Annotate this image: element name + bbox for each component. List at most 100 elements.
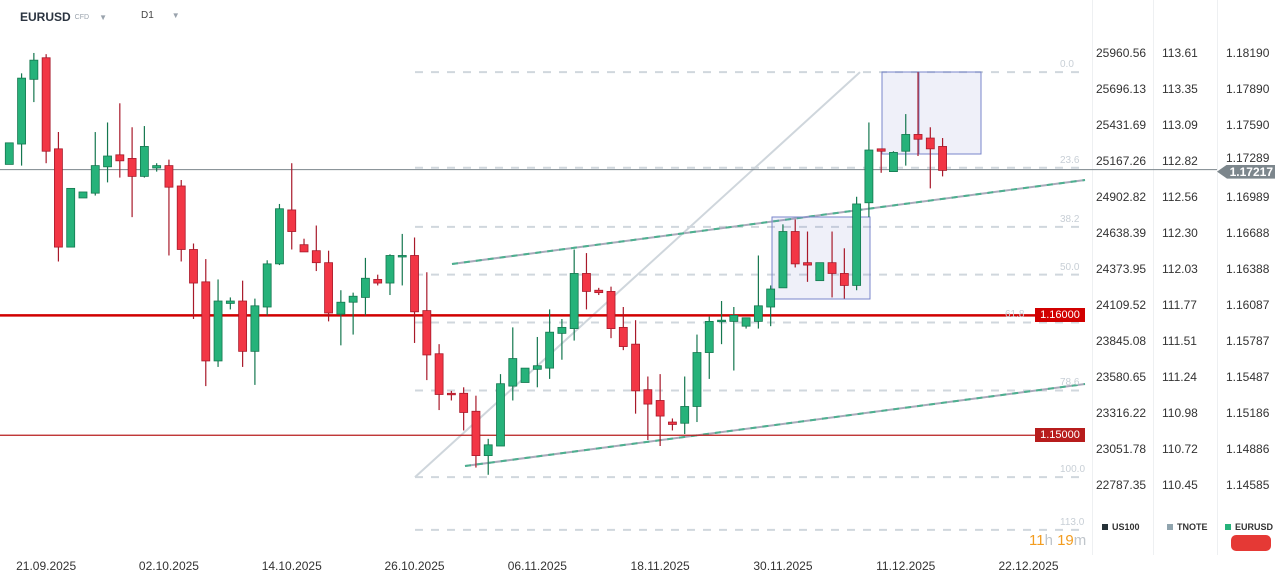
candle-down (876, 148, 886, 152)
candle-down (189, 249, 198, 284)
price-axis-label-us100: 23845.08 (1096, 334, 1147, 348)
candle-down (422, 310, 432, 356)
price-axis-label-eurusd: 1.17590 (1226, 118, 1270, 132)
price-axis-label-tnote: 113.09 (1162, 118, 1198, 132)
candle-down (299, 244, 309, 253)
candle-down (668, 421, 677, 425)
candle-down (311, 250, 321, 264)
candle-up (496, 383, 505, 447)
legend-eurusd[interactable]: EURUSD (1225, 522, 1273, 532)
candle-up (753, 305, 763, 322)
candle-down (238, 300, 248, 352)
timeframe-selector[interactable]: D1 ▼ (141, 10, 180, 21)
current-price-tag: 1.17217 (1217, 164, 1275, 179)
candle-up (225, 300, 235, 304)
price-axis-label-tnote: 112.56 (1162, 190, 1198, 204)
candle-up (532, 365, 542, 370)
candle-up (729, 314, 739, 322)
countdown-hours: 11 (1029, 532, 1045, 549)
candle-down (446, 392, 456, 396)
price-axis-label-eurusd: 1.17890 (1226, 82, 1270, 96)
price-axis-label-tnote: 112.82 (1162, 154, 1198, 168)
date-axis-label: 02.10.2025 (138, 559, 199, 573)
fib-level-label: 61.8 (1005, 309, 1025, 321)
price-axis-label-us100: 24109.52 (1096, 298, 1147, 312)
candle-up (852, 203, 862, 286)
price-axis-label-us100: 23316.22 (1096, 406, 1147, 420)
fib-level-label: 38.2 (1060, 213, 1080, 225)
price-axis-label-tnote: 110.45 (1162, 478, 1198, 492)
candle-down (471, 410, 481, 457)
candle-up (704, 320, 714, 353)
candle-down (127, 158, 137, 177)
date-axis-label: 14.10.2025 (261, 559, 322, 573)
candle-up (692, 352, 702, 407)
price-axis-label-tnote: 113.35 (1162, 82, 1198, 96)
candle-up (275, 208, 284, 265)
candle-up (778, 231, 788, 289)
candle-up (864, 149, 874, 204)
price-axis-label-tnote: 113.61 (1162, 46, 1198, 60)
candle-down (373, 279, 383, 284)
fib-level-label: 78.6 (1060, 377, 1080, 389)
chevron-down-icon[interactable]: ▼ (171, 11, 180, 20)
candle-up (766, 288, 776, 308)
fib-level-label: 0.0 (1060, 59, 1074, 71)
candle-down (41, 57, 51, 152)
date-axis-label: 21.09.2025 (16, 559, 77, 573)
candle-down (790, 231, 800, 265)
candle-down (925, 137, 935, 150)
candle-up (520, 367, 530, 383)
candle-up (717, 319, 726, 323)
price-axis-label-tnote: 112.30 (1162, 226, 1198, 240)
legend-tnote[interactable]: TNOTE (1167, 522, 1208, 532)
timeframe-label: D1 (141, 10, 154, 21)
candle-up (483, 444, 493, 457)
price-axis-label-eurusd: 1.15186 (1226, 406, 1270, 420)
legend-us100[interactable]: US100 (1102, 522, 1140, 532)
price-axis-label-eurusd: 1.18190 (1226, 46, 1270, 60)
candle-down (631, 343, 640, 392)
price-axis-label-us100: 25167.26 (1096, 154, 1147, 168)
candle-up (557, 326, 567, 334)
date-axis-label: 06.11.2025 (507, 559, 567, 573)
support-level-tag: 1.16000 (1035, 308, 1085, 323)
candle-up (741, 317, 751, 327)
price-axis-label-us100: 23580.65 (1096, 370, 1147, 384)
candle-down (410, 255, 419, 313)
price-axis-label-us100: 24902.82 (1096, 190, 1147, 204)
candle-down (606, 291, 616, 329)
sell-button[interactable] (1231, 535, 1271, 551)
symbol-selector[interactable]: EURUSD CFD ▼ (20, 10, 107, 24)
price-axis-label-tnote: 111.77 (1162, 298, 1197, 312)
price-axis-label-eurusd: 1.15787 (1226, 334, 1270, 348)
candle-down (803, 262, 812, 266)
price-axis-label-eurusd: 1.16388 (1226, 262, 1270, 276)
channel-line-dash (464, 383, 1086, 467)
candle-up (336, 301, 346, 315)
price-axis-label-tnote: 111.24 (1162, 370, 1197, 384)
legend-label: US100 (1112, 522, 1140, 532)
support-level-tag: 1.15000 (1035, 428, 1085, 443)
axis-separator (1092, 0, 1093, 555)
countdown-minutes: 19 (1057, 532, 1074, 549)
candle-down (643, 389, 653, 405)
candle-down (434, 353, 444, 395)
candle-up (569, 273, 579, 329)
candle-up (361, 277, 370, 298)
candle-up (4, 142, 14, 165)
price-axis-label-us100: 24638.39 (1096, 226, 1147, 240)
candle-up (103, 155, 112, 168)
candle-up (508, 358, 518, 387)
date-axis-label: 30.11.2025 (753, 559, 813, 573)
candle-down (176, 185, 186, 250)
chevron-down-icon[interactable]: ▼ (99, 12, 107, 22)
fib-level-label: 50.0 (1060, 261, 1080, 273)
candle-up (90, 165, 100, 194)
candle-down (164, 165, 174, 188)
candle-down (655, 400, 665, 417)
price-axis-label-eurusd: 1.16989 (1226, 190, 1270, 204)
candle-down (459, 392, 469, 413)
candle-down (287, 209, 297, 232)
